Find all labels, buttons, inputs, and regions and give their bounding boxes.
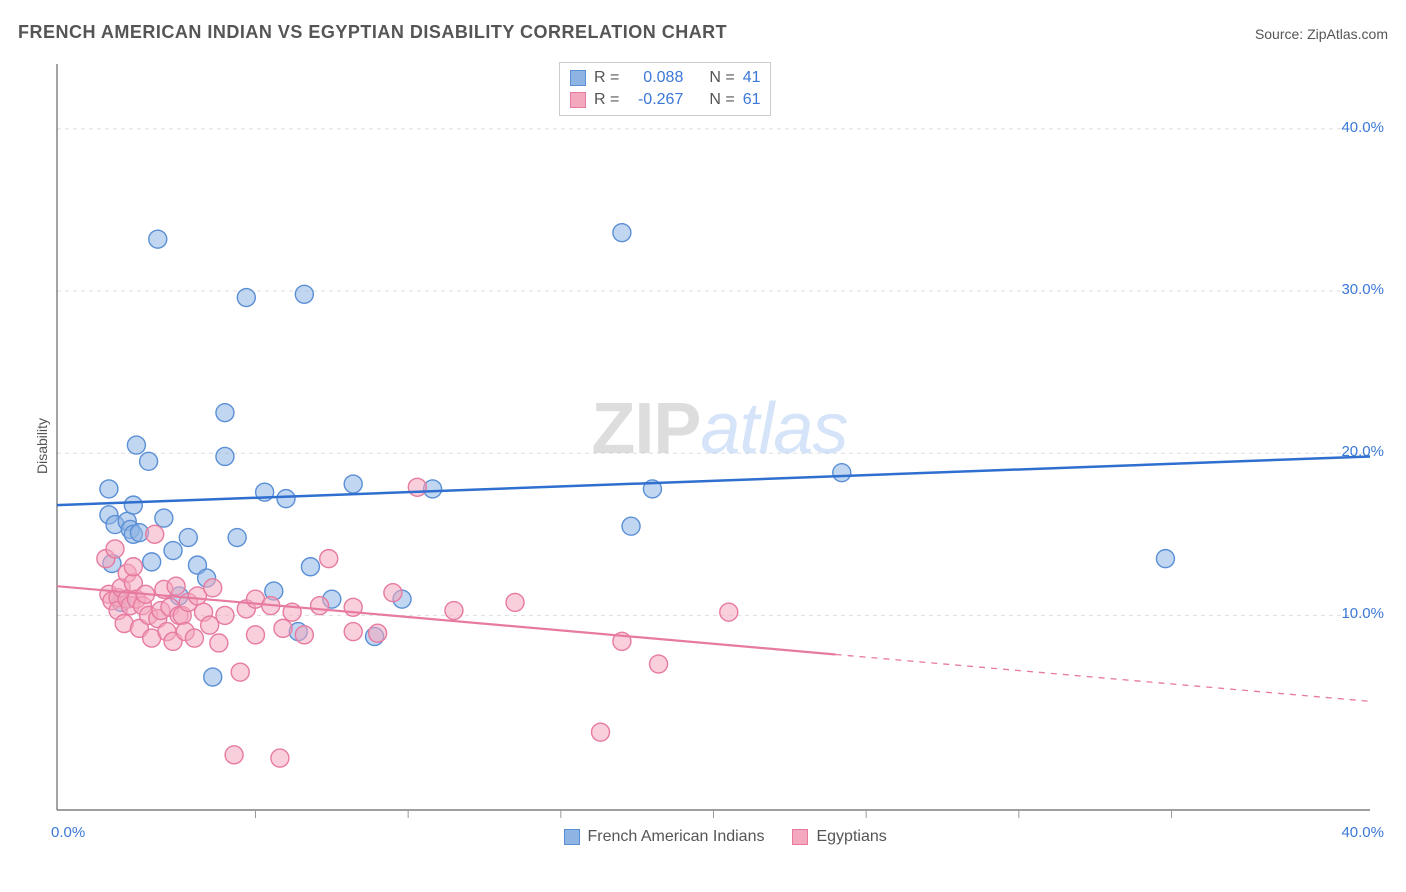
scatter-point xyxy=(613,224,631,242)
scatter-point xyxy=(127,436,145,454)
scatter-point xyxy=(246,626,264,644)
trend-line-dashed xyxy=(836,654,1370,701)
scatter-point xyxy=(228,529,246,547)
scatter-point xyxy=(167,577,185,595)
scatter-point xyxy=(143,553,161,571)
scatter-point xyxy=(506,593,524,611)
scatter-point xyxy=(369,624,387,642)
scatter-point xyxy=(149,230,167,248)
scatter-point xyxy=(216,606,234,624)
scatter-point xyxy=(301,558,319,576)
scatter-point xyxy=(622,517,640,535)
scatter-point xyxy=(179,529,197,547)
scatter-point xyxy=(185,629,203,647)
source-label: Source: ZipAtlas.com xyxy=(1255,26,1388,42)
scatter-point xyxy=(231,663,249,681)
scatter-point xyxy=(1156,550,1174,568)
scatter-point xyxy=(216,404,234,422)
scatter-point xyxy=(344,623,362,641)
scatter-point xyxy=(311,597,329,615)
chart-title: FRENCH AMERICAN INDIAN VS EGYPTIAN DISAB… xyxy=(18,22,727,43)
scatter-point xyxy=(277,490,295,508)
scatter-point xyxy=(295,285,313,303)
scatter-point xyxy=(204,668,222,686)
scatter-point xyxy=(295,626,313,644)
scatter-point xyxy=(210,634,228,652)
scatter-point xyxy=(320,550,338,568)
scatter-point xyxy=(833,464,851,482)
scatter-point xyxy=(271,749,289,767)
scatter-point xyxy=(650,655,668,673)
scatter-point xyxy=(106,540,124,558)
trend-line xyxy=(57,456,1370,505)
scatter-svg xyxy=(45,62,1386,852)
scatter-point xyxy=(274,619,292,637)
scatter-point xyxy=(216,447,234,465)
scatter-point xyxy=(155,509,173,527)
plot-area: ZIPatlas10.0%20.0%30.0%40.0%0.0%40.0%R =… xyxy=(45,62,1386,852)
scatter-point xyxy=(237,289,255,307)
scatter-point xyxy=(445,602,463,620)
scatter-point xyxy=(140,452,158,470)
scatter-point xyxy=(204,579,222,597)
scatter-point xyxy=(124,496,142,514)
scatter-point xyxy=(164,542,182,560)
scatter-point xyxy=(225,746,243,764)
scatter-point xyxy=(720,603,738,621)
scatter-point xyxy=(146,525,164,543)
scatter-point xyxy=(344,475,362,493)
scatter-point xyxy=(384,584,402,602)
scatter-point xyxy=(408,478,426,496)
scatter-point xyxy=(124,558,142,576)
scatter-point xyxy=(100,480,118,498)
scatter-point xyxy=(592,723,610,741)
